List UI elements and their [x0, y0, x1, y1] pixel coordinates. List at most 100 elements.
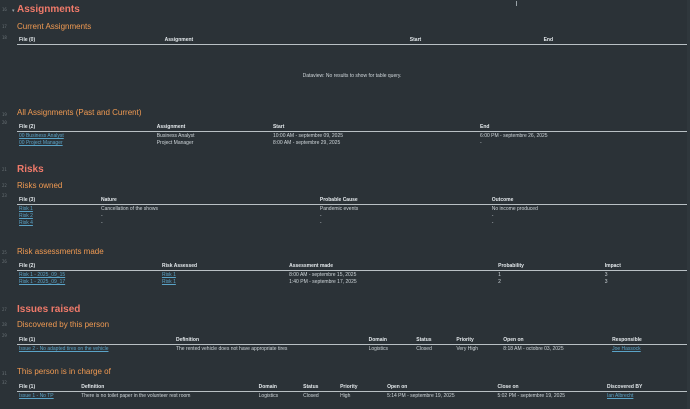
column-header[interactable]: End: [541, 37, 687, 45]
internal-link[interactable]: Risk 1: [161, 272, 176, 278]
column-header[interactable]: File (1): [17, 337, 174, 345]
column-header[interactable]: Probability: [496, 263, 603, 271]
table-cell: Very High: [456, 346, 479, 352]
internal-link[interactable]: Risk 1: [19, 206, 33, 212]
internal-link[interactable]: Risk 1: [161, 279, 176, 285]
table-row: Risk 1 - 2025_09_17 Risk 1 1:40 PM - septe…: [17, 278, 687, 285]
column-header[interactable]: File (1): [17, 384, 80, 392]
scrollbar[interactable]: [687, 0, 690, 409]
line-number: 28: [2, 322, 7, 327]
table-cell: Risk 4: [17, 219, 99, 226]
line-number: 26: [2, 259, 7, 264]
table-cell: 1:40 PM - septembre 17, 2025: [289, 279, 357, 285]
column-header[interactable]: Priority: [338, 384, 386, 392]
table-cell: There is no toilet paper in the voluntee…: [81, 393, 191, 399]
table-cell: -: [319, 220, 322, 226]
column-header[interactable]: File (2): [17, 124, 155, 132]
issues-discovered-table: File (1) Definition Domain Status Priority Op…: [17, 337, 687, 352]
column-header[interactable]: Responsible: [610, 337, 687, 345]
table-cell: Risk 1: [17, 205, 99, 212]
table-row: Risk 1 Cancellation of the shows Pandemic …: [17, 205, 687, 212]
table-header-row: File (2) Assignment Start End: [17, 124, 687, 132]
table-cell: Business Analyst: [156, 133, 195, 139]
table-header-row: File (3) Nature Probable Cause Outcome: [17, 197, 687, 205]
table-cell: 8:00 AM - septembre 29, 2025: [272, 140, 341, 146]
table-cell: -: [491, 220, 494, 226]
line-number: 29: [2, 333, 7, 338]
table-cell: 1: [498, 272, 501, 278]
column-header[interactable]: Domain: [366, 337, 415, 345]
table-header-row: File (2) Risk Assessed Assessment made Prob…: [17, 263, 687, 271]
table-cell: 00 Project Manager: [17, 139, 155, 146]
column-header[interactable]: File (3): [17, 197, 99, 205]
column-header[interactable]: File (0): [17, 37, 163, 45]
table-cell: Risk 1: [160, 278, 287, 285]
table-cell: Cancellation of the shows: [101, 206, 158, 212]
column-header[interactable]: End: [478, 124, 687, 132]
table-cell: Issue 2 - No adapted tires on the vehicl…: [17, 345, 174, 352]
table-cell: -: [491, 213, 494, 219]
table-row: Risk 2 - - -: [17, 212, 687, 219]
table-cell: 5:02 PM - septembre 19, 2025: [497, 393, 566, 399]
column-header[interactable]: Close on: [495, 384, 605, 392]
internal-link[interactable]: Joe Hassock: [612, 346, 641, 352]
internal-link[interactable]: Issue 2 - No adapted tires on the vehicl…: [19, 346, 109, 352]
column-header[interactable]: Definition: [173, 337, 367, 345]
line-number: 31: [2, 371, 7, 376]
column-header[interactable]: Assessment made: [287, 263, 497, 271]
column-header[interactable]: Nature: [99, 197, 318, 205]
column-header[interactable]: Probable Cause: [317, 197, 490, 205]
column-header[interactable]: Domain: [256, 384, 302, 392]
line-number: 16: [2, 7, 7, 12]
column-header[interactable]: Discovered BY: [604, 384, 687, 392]
line-number: 22: [2, 183, 7, 188]
column-header[interactable]: Impact: [602, 263, 687, 271]
table-cell: Risk 1: [160, 271, 287, 278]
table-cell: 8:18 AM - octobre 03, 2025: [503, 346, 564, 352]
internal-link[interactable]: Risk 1 - 2025_09_15: [19, 272, 66, 278]
column-header[interactable]: File (2): [17, 263, 160, 271]
column-header[interactable]: Outcome: [489, 197, 687, 205]
heading-risks-owned: Risks owned: [17, 181, 63, 190]
column-header[interactable]: Assignment: [162, 37, 408, 45]
heading-risks: Risks: [17, 164, 44, 175]
table-cell: 8:00 AM - septembre 15, 2025: [289, 272, 357, 278]
table-header-row: File (1) Definition Domain Status Priority Op…: [17, 384, 687, 392]
column-header[interactable]: Priority: [454, 337, 502, 345]
all-assignments-table: File (2) Assignment Start End 00 Business An…: [17, 124, 687, 146]
line-number: 23: [2, 193, 7, 198]
table-cell: 3: [604, 272, 608, 278]
column-header[interactable]: Start: [407, 37, 542, 45]
table-cell: Logistics: [368, 346, 389, 352]
table-cell: The rented vehicle does not have appropr…: [175, 346, 288, 352]
table-cell: 5:14 PM - septembre 19, 2025: [387, 393, 455, 399]
issues-in-charge-table: File (1) Definition Domain Status Priority Op…: [17, 384, 687, 399]
internal-link[interactable]: 00 Business Analyst: [19, 133, 64, 139]
table-cell: 00 Business Analyst: [17, 132, 155, 139]
text-cursor: [516, 1, 517, 6]
column-header[interactable]: Start: [270, 124, 479, 132]
internal-link[interactable]: Ian Albrecht: [606, 393, 634, 399]
internal-link[interactable]: Risk 1 - 2025_09_17: [19, 279, 66, 285]
internal-link[interactable]: Issue 1 - No TP: [19, 393, 54, 399]
line-number: 27: [2, 307, 7, 312]
table-header-row: File (1) Definition Domain Status Priority Op…: [17, 337, 687, 345]
column-header[interactable]: Status: [414, 337, 455, 345]
column-header[interactable]: Definition: [79, 384, 257, 392]
column-header[interactable]: Assignment: [154, 124, 271, 132]
table-cell: 3: [604, 279, 608, 285]
line-number-gutter: 16 17 18 19 20 21 22 23 25 26 27 28 29 31 32: [0, 0, 12, 409]
column-header[interactable]: Open on: [385, 384, 496, 392]
table-cell: -: [101, 220, 103, 226]
line-number: 18: [2, 35, 7, 40]
column-header[interactable]: Risk Assessed: [159, 263, 288, 271]
column-header[interactable]: Open on: [501, 337, 611, 345]
collapse-toggle-icon[interactable]: ▾: [12, 8, 15, 14]
internal-link[interactable]: Risk 4: [19, 220, 33, 226]
line-number: 21: [2, 167, 7, 172]
internal-link[interactable]: 00 Project Manager: [19, 140, 63, 146]
table-cell: Closed: [416, 346, 432, 352]
table-cell: -: [101, 213, 103, 219]
internal-link[interactable]: Risk 2: [19, 213, 33, 219]
column-header[interactable]: Status: [301, 384, 339, 392]
